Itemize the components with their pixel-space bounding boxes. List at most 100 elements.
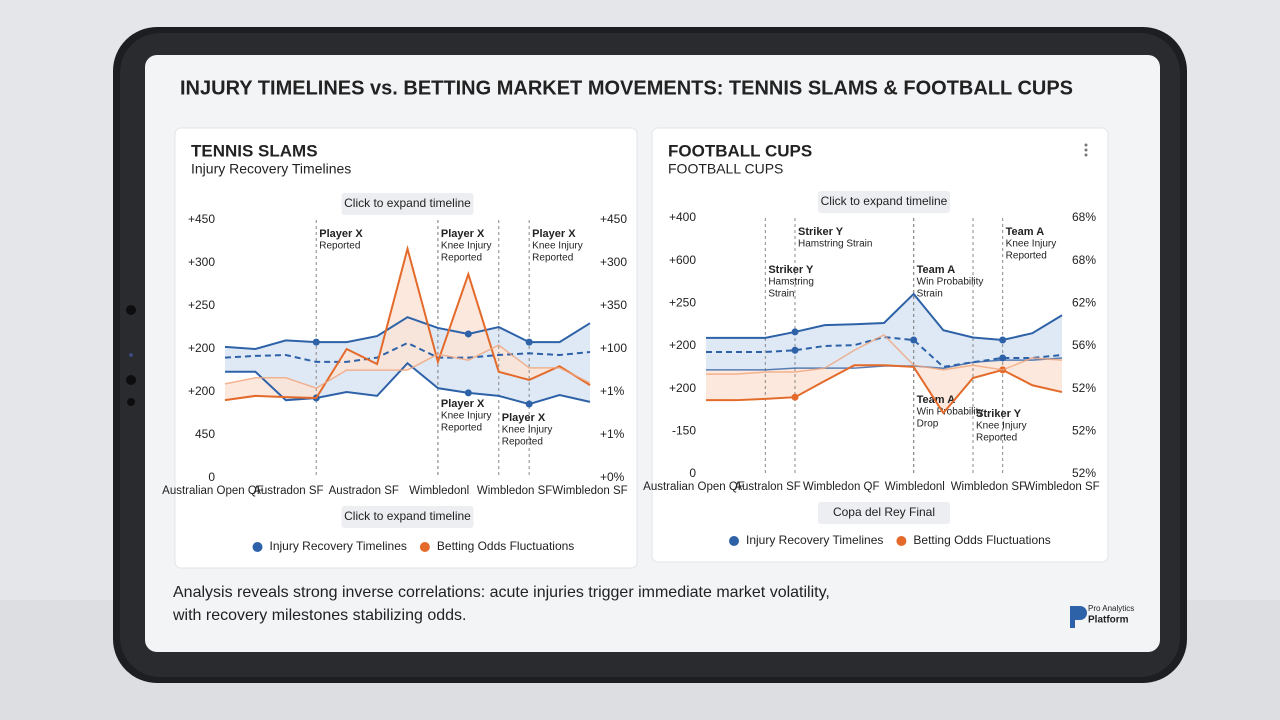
legend-swatch [729,536,739,546]
x-axis-label: Austradon SF [253,485,323,497]
y-axis-label: +200 [669,381,696,395]
legend-label: Injury Recovery Timelines [270,539,407,553]
x-axis-label: Wimbledon SF [1024,481,1099,493]
y-axis-label: 450 [195,427,215,441]
point [791,328,799,336]
legend-swatch [252,542,263,552]
x-axis-label: Wimbledon SF [552,485,627,497]
x-axis-label: Australian Open QF [643,481,745,493]
chart-subtitle: FOOTBALL CUPS [668,161,783,177]
annotation: Strain [917,289,943,300]
annotation: Player X [441,398,485,410]
annotation: Win Probability [917,407,984,418]
button-label[interactable]: Click to expand timeline [344,196,471,210]
series-line [224,344,591,389]
annotation: Reported [502,437,543,448]
y-axis-label: 0 [689,466,696,480]
annotation: Hamstring Strain [798,239,872,250]
point [999,336,1007,344]
annotation: Player X [441,228,485,240]
y2-axis-label: +1% [600,384,625,398]
button-label[interactable]: Click to expand timeline [821,194,948,208]
y-axis-label: +250 [188,298,215,312]
y2-axis-label: 56% [1072,338,1096,352]
annotation: Player X [502,412,546,424]
chart-title: FOOTBALL CUPS [668,141,812,160]
annotation: Reported [441,423,482,434]
camera [126,305,136,315]
y2-axis-label: 62% [1072,296,1096,310]
y2-axis-label: +450 [600,212,627,226]
y2-axis-label: 68% [1072,253,1096,267]
y2-axis-label: 52% [1072,381,1096,395]
annotation: Knee Injury [441,241,492,252]
legend-label: Betting Odds Fluctuations [437,539,574,553]
y-axis-label: +450 [188,212,215,226]
y-axis-label: -150 [672,424,696,438]
annotation: Team A [1006,226,1045,238]
y2-axis-label: 52% [1072,424,1096,438]
point [791,393,799,401]
x-axis-label: Austradon SF [329,485,399,497]
footer-text: Analysis reveals strong inverse correlat… [173,584,830,601]
annotation: Team A [917,264,956,276]
annotation: Player X [532,228,576,240]
annotation: Striker Y [976,408,1022,420]
point [312,338,320,346]
y-axis-label: 0 [208,470,215,484]
x-axis-label: Wimbledon QF [803,481,880,493]
x-axis-label: Wimbledonl [409,485,469,497]
band [225,248,590,401]
y-axis-label: +400 [669,210,696,224]
x-axis-label: Australian Open QF [162,485,264,497]
y2-axis-label: +350 [600,298,627,312]
legend-label: Injury Recovery Timelines [746,533,883,547]
annotation: Win Probability [917,277,984,288]
y-axis-label: +250 [669,296,696,310]
menu-dot [1084,153,1088,157]
menu-dot [1084,143,1088,147]
page-title: INJURY TIMELINES vs. BETTING MARKET MOVE… [180,77,1073,99]
x-axis-label: Wimbledon SF [951,481,1026,493]
button-label[interactable]: Copa del Rey Final [833,505,935,519]
annotation: Knee Injury [1006,239,1057,250]
annotation: Strain [768,289,794,300]
x-axis-label: Wimbledonl [885,481,945,493]
menu-dot [1084,148,1088,152]
series-line [224,341,591,363]
expand-button[interactable] [341,193,474,215]
annotation: Reported [532,253,573,264]
button-label[interactable]: Click to expand timeline [344,509,471,523]
annotation: Knee Injury [441,411,492,422]
annotation: Player X [319,228,363,240]
annotation: Striker Y [798,226,844,238]
y2-axis-label: +100 [600,341,627,355]
y-axis-label: +200 [669,338,696,352]
x-axis-label: Australon SF [734,481,800,493]
logo: Pro Analytics Platform [1070,604,1134,628]
y-axis-label: +200 [188,341,215,355]
camera [126,375,136,385]
y2-axis-label: 52% [1072,466,1096,480]
expand-button[interactable] [818,502,950,524]
logo-icon [1070,606,1087,628]
x-axis-label: Wimbledon SF [477,485,552,497]
annotation: Knee Injury [502,425,553,436]
point [910,336,918,344]
y2-axis-label: +1% [600,427,625,441]
point [791,346,799,354]
series-line [224,244,591,402]
annotation: Reported [976,433,1017,444]
annotation: Reported [441,253,482,264]
camera [127,398,135,406]
expand-button[interactable] [818,191,950,213]
legend-label: Betting Odds Fluctuations [913,533,1050,547]
annotation: Knee Injury [532,241,583,252]
expand-button[interactable] [341,506,474,528]
y-axis-label: +600 [669,253,696,267]
footer-text: with recovery milestones stabilizing odd… [172,607,466,624]
point [525,338,533,346]
logo-text: Platform [1088,615,1129,626]
annotation: Reported [319,241,360,252]
